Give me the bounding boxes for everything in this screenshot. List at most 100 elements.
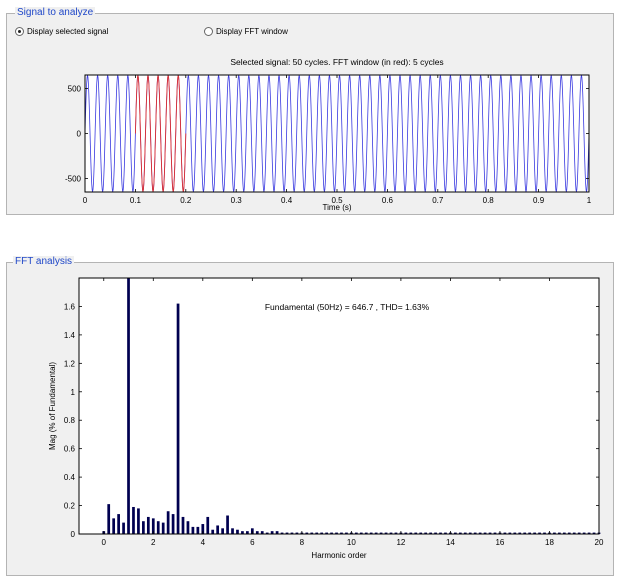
y-tick-label: 0.6 [64, 445, 76, 454]
fft-bar [454, 532, 457, 534]
fft-bar [523, 532, 527, 534]
fft-panel: FFT analysis Fundamental (50Hz) = 646.7 … [6, 256, 614, 576]
x-tick-label: 1 [587, 196, 592, 205]
fft-bar [255, 531, 259, 534]
y-tick-label: -500 [65, 175, 82, 184]
fft-bar [132, 506, 135, 534]
x-tick-label: 0 [102, 538, 107, 547]
fft-bar [503, 532, 507, 534]
fft-bar [122, 522, 125, 534]
fft-bar [246, 531, 249, 534]
fft-bar [191, 526, 195, 534]
fft-bar [270, 531, 274, 534]
x-tick-label: 18 [545, 538, 554, 547]
signal-x-axis-label: Time (s) [322, 203, 351, 212]
x-tick-label: 0.4 [281, 196, 293, 205]
fft-bar [493, 532, 497, 534]
fft-bar [553, 532, 556, 534]
fft-bar [211, 529, 215, 534]
x-tick-label: 0.1 [130, 196, 142, 205]
fft-bar [151, 518, 155, 534]
radio-selected-icon [15, 27, 24, 36]
fft-plot-area [79, 278, 599, 534]
fft-bar [538, 532, 541, 534]
fft-bar [186, 521, 190, 534]
display-selected-signal-radio[interactable]: Display selected signal [15, 27, 108, 36]
signal-chart-title: Selected signal: 50 cycles. FFT window (… [230, 57, 443, 67]
x-tick-label: 0.3 [231, 196, 243, 205]
fft-bar [241, 531, 244, 534]
fft-bar [404, 532, 408, 534]
fft-bar [305, 532, 309, 534]
fft-bar [260, 531, 264, 534]
fft-bar [330, 532, 333, 534]
fft-bar [508, 532, 512, 534]
fft-x-axis-label: Harmonic order [311, 551, 366, 560]
fft-bar [146, 516, 150, 534]
fft-bar [434, 532, 437, 534]
fft-bar [558, 532, 561, 534]
fft-bar [592, 532, 596, 534]
fft-bar [231, 528, 234, 534]
fft-bar [221, 528, 224, 534]
fft-bar [166, 511, 170, 534]
signal-panel: Signal to analyze Display selected signa… [6, 7, 614, 215]
fft-bar [161, 522, 165, 534]
fft-bar [528, 532, 532, 534]
fft-bar [117, 514, 120, 534]
x-tick-label: 0.2 [180, 196, 192, 205]
x-tick-label: 0 [83, 196, 88, 205]
display-fft-window-radio[interactable]: Display FFT window [204, 27, 288, 36]
x-tick-label: 4 [201, 538, 206, 547]
fft-bar [444, 532, 447, 534]
fft-bar [315, 532, 319, 534]
y-tick-label: 1.6 [64, 302, 76, 311]
fft-y-axis-label: Mag (% of Fundamental) [48, 362, 57, 450]
fft-bar [142, 521, 145, 534]
fft-bar [473, 532, 477, 534]
fft-bar [419, 532, 423, 534]
fft-bar [295, 532, 299, 534]
radio-unselected-icon [204, 27, 213, 36]
fft-bar [582, 532, 586, 534]
x-tick-label: 14 [446, 538, 455, 547]
fft-bar [310, 532, 314, 534]
x-tick-label: 0.9 [533, 196, 545, 205]
fft-bar [478, 532, 482, 534]
fft-bar [236, 529, 239, 534]
x-tick-label: 0.6 [382, 196, 394, 205]
fft-bar [290, 532, 294, 534]
fft-bar [543, 532, 546, 534]
y-tick-label: 0.8 [64, 416, 76, 425]
x-tick-label: 6 [250, 538, 255, 547]
fft-bar [567, 532, 571, 534]
y-tick-label: 0.4 [64, 473, 76, 482]
signal-chart: Selected signal: 50 cycles. FFT window (… [65, 57, 592, 212]
y-tick-label: 1 [71, 388, 76, 397]
x-tick-label: 10 [347, 538, 356, 547]
fft-bar [280, 532, 284, 534]
fft-bar [533, 532, 536, 534]
x-tick-label: 0.5 [331, 196, 343, 205]
fft-bar [196, 526, 200, 534]
fft-panel-title: FFT analysis [13, 256, 75, 268]
fft-bar [127, 278, 130, 534]
y-tick-label: 0 [77, 130, 82, 139]
fft-bar [374, 532, 378, 534]
fft-bar [201, 524, 205, 534]
fft-bar [359, 532, 363, 534]
y-tick-label: 0 [71, 530, 76, 539]
fft-bar [285, 532, 289, 534]
x-tick-label: 20 [595, 538, 604, 547]
fft-bar [206, 516, 210, 534]
fft-bar [463, 532, 467, 534]
fft-bar [424, 532, 428, 534]
x-tick-label: 2 [151, 538, 156, 547]
fft-window-line [134, 75, 187, 192]
fft-bar [394, 532, 398, 534]
fft-bar [137, 508, 140, 534]
x-tick-label: 12 [396, 538, 405, 547]
signal-panel-title: Signal to analyze [15, 7, 96, 19]
fft-bar [216, 525, 220, 534]
fft-bar [226, 515, 229, 534]
